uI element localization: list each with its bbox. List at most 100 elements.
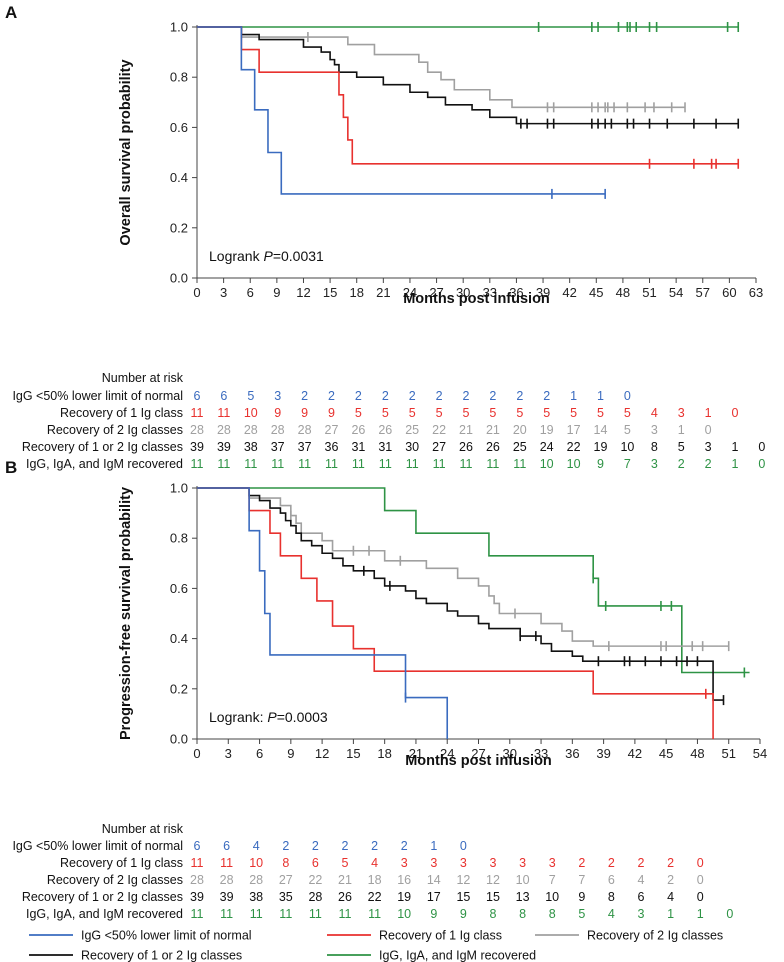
risk-value: 12 xyxy=(456,873,470,887)
risk-value: 5 xyxy=(543,406,550,420)
y-tick-label: 0.6 xyxy=(170,581,188,596)
risk-value: 3 xyxy=(651,423,658,437)
risk-row-label: IgG, IgA, and IgM recovered xyxy=(26,907,183,921)
risk-value: 2 xyxy=(436,389,443,403)
series-line xyxy=(197,26,739,165)
risk-value: 14 xyxy=(427,873,441,887)
risk-value: 15 xyxy=(486,890,500,904)
y-tick-label: 0.4 xyxy=(170,170,188,185)
risk-value: 5 xyxy=(578,907,585,921)
risk-value: 5 xyxy=(516,406,523,420)
risk-value: 37 xyxy=(271,440,285,454)
x-tick-label: 42 xyxy=(628,746,642,761)
risk-value: 5 xyxy=(597,406,604,420)
risk-value: 39 xyxy=(220,890,234,904)
risk-value: 11 xyxy=(379,457,392,471)
risk-value: 3 xyxy=(430,856,437,870)
x-tick-label: 18 xyxy=(377,746,391,761)
risk-value: 6 xyxy=(312,856,319,870)
risk-value: 11 xyxy=(309,907,322,921)
logrank-annotation: Logrank P=0.0031 xyxy=(209,248,324,264)
risk-value: 2 xyxy=(371,839,378,853)
series-two-classes xyxy=(197,487,730,652)
risk-table: Number at risk IgG <50% lower limit of no… xyxy=(12,822,733,921)
risk-value: 2 xyxy=(516,389,523,403)
risk-value: 8 xyxy=(490,907,497,921)
x-axis-label: Months post infusion xyxy=(405,753,552,769)
risk-value: 3 xyxy=(651,457,658,471)
risk-value: 9 xyxy=(597,457,604,471)
risk-value: 10 xyxy=(516,873,530,887)
risk-value: 0 xyxy=(758,457,765,471)
risk-value: 0 xyxy=(460,839,467,853)
risk-value: 27 xyxy=(432,440,446,454)
x-tick-label: 36 xyxy=(565,746,579,761)
y-tick-label: 0.6 xyxy=(170,120,188,135)
risk-value: 22 xyxy=(567,440,581,454)
risk-value: 11 xyxy=(191,856,204,870)
risk-value: 1 xyxy=(678,423,685,437)
risk-value: 39 xyxy=(190,890,204,904)
risk-table-title: Number at risk xyxy=(102,371,184,385)
legend-item-two-classes: Recovery of 2 Ig classes xyxy=(535,929,723,943)
risk-value: 8 xyxy=(651,440,658,454)
panel-label: B xyxy=(5,458,17,477)
risk-value: 10 xyxy=(244,406,258,420)
x-tick-label: 9 xyxy=(287,746,294,761)
risk-value: 4 xyxy=(371,856,378,870)
x-tick-label: 18 xyxy=(349,285,363,300)
risk-value: 5 xyxy=(342,856,349,870)
y-tick-label: 0.0 xyxy=(170,271,188,286)
risk-value: 5 xyxy=(624,423,631,437)
risk-value: 11 xyxy=(191,457,204,471)
x-tick-label: 33 xyxy=(483,285,497,300)
y-axis-label: Overall survival probability xyxy=(118,59,134,245)
risk-value: 6 xyxy=(194,389,201,403)
risk-value: 3 xyxy=(401,856,408,870)
risk-value: 5 xyxy=(463,406,470,420)
risk-value: 8 xyxy=(519,907,526,921)
x-tick-label: 0 xyxy=(193,285,200,300)
risk-value: 5 xyxy=(436,406,443,420)
risk-value: 31 xyxy=(351,440,365,454)
risk-value: 3 xyxy=(274,389,281,403)
risk-value: 10 xyxy=(249,856,263,870)
risk-value: 10 xyxy=(545,890,559,904)
x-tick-label: 42 xyxy=(562,285,576,300)
risk-value: 1 xyxy=(597,389,604,403)
x-tick-label: 27 xyxy=(429,285,443,300)
legend-item-igg-low: IgG <50% lower limit of normal xyxy=(29,929,252,943)
x-tick-label: 48 xyxy=(616,285,630,300)
risk-value: 9 xyxy=(430,907,437,921)
series-line xyxy=(197,487,750,674)
legend-item-one-or-two: Recovery of 1 or 2 Ig classes xyxy=(29,949,242,962)
risk-value: 6 xyxy=(220,389,227,403)
y-tick-label: 0.2 xyxy=(170,681,188,696)
series-line xyxy=(197,487,724,701)
risk-value: 3 xyxy=(490,856,497,870)
x-tick-label: 27 xyxy=(471,746,485,761)
x-tick-label: 60 xyxy=(722,285,736,300)
x-tick-label: 30 xyxy=(503,746,517,761)
risk-value: 11 xyxy=(486,457,499,471)
risk-value: 16 xyxy=(397,873,411,887)
risk-row-igg-low: IgG <50% lower limit of normal 6 6 5 3 2 2 2 2 2 2… xyxy=(12,389,630,403)
series-line xyxy=(197,487,714,739)
y-tick-label: 0.2 xyxy=(170,220,188,235)
risk-value: 9 xyxy=(460,907,467,921)
legend: IgG <50% lower limit of normal Recovery o… xyxy=(29,929,723,962)
risk-value: 19 xyxy=(397,890,411,904)
risk-value: 11 xyxy=(279,907,292,921)
y-tick-label: 0.8 xyxy=(170,531,188,546)
risk-value: 26 xyxy=(378,423,392,437)
risk-value: 5 xyxy=(355,406,362,420)
x-tick-label: 15 xyxy=(346,746,360,761)
risk-value: 38 xyxy=(244,440,258,454)
panel-a: A0.00.20.40.60.81.00 3 6 9 12 15 18 21 24 27 30 33 3… xyxy=(5,3,765,471)
risk-value: 35 xyxy=(279,890,293,904)
risk-value: 4 xyxy=(253,839,260,853)
risk-value: 0 xyxy=(732,406,739,420)
risk-value: 7 xyxy=(549,873,556,887)
risk-value: 0 xyxy=(697,873,704,887)
risk-value: 30 xyxy=(405,440,419,454)
